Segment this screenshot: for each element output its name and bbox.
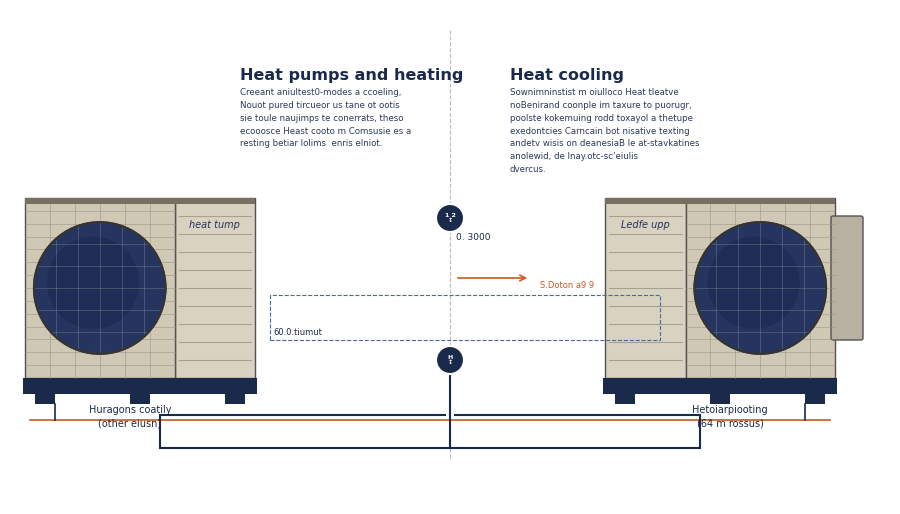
FancyBboxPatch shape (805, 394, 825, 404)
FancyBboxPatch shape (710, 394, 730, 404)
Circle shape (436, 346, 464, 374)
FancyBboxPatch shape (605, 198, 835, 204)
FancyBboxPatch shape (175, 198, 255, 378)
Circle shape (47, 236, 140, 329)
FancyBboxPatch shape (686, 198, 835, 378)
Text: Heat pumps and heating: Heat pumps and heating (240, 68, 464, 83)
Text: H
↕: H ↕ (447, 355, 453, 365)
Circle shape (34, 222, 166, 354)
FancyBboxPatch shape (23, 378, 257, 394)
Text: Heat cooling: Heat cooling (510, 68, 624, 83)
FancyBboxPatch shape (25, 198, 255, 204)
Text: Huragons coatily
(other eiusn): Huragons coatily (other eiusn) (89, 405, 171, 429)
Text: Ledfe upp: Ledfe upp (621, 219, 670, 230)
Text: Sownimninstist m oiulloco Heat tleatve
noBenirand coonple im taxure to puorugr,
: Sownimninstist m oiulloco Heat tleatve n… (510, 88, 699, 174)
FancyBboxPatch shape (605, 198, 686, 378)
Circle shape (695, 222, 826, 354)
Bar (270, 295, 660, 340)
FancyBboxPatch shape (615, 394, 635, 404)
Circle shape (436, 204, 464, 232)
Circle shape (707, 236, 800, 329)
FancyBboxPatch shape (35, 394, 55, 404)
Text: 1 2
↕: 1 2 ↕ (445, 213, 455, 224)
FancyBboxPatch shape (130, 394, 150, 404)
Text: 0. 3000: 0. 3000 (456, 232, 491, 242)
Text: S.Doton a9 9: S.Doton a9 9 (540, 282, 594, 290)
FancyBboxPatch shape (603, 378, 837, 394)
FancyBboxPatch shape (225, 394, 245, 404)
Text: Hetoiarpiooting
(64 m rossus): Hetoiarpiooting (64 m rossus) (692, 405, 768, 429)
Text: 60.0.tiumut: 60.0.tiumut (273, 328, 322, 337)
FancyBboxPatch shape (831, 216, 863, 340)
Text: heat tump: heat tump (189, 219, 240, 230)
Text: Creeant aniultest0-modes a ccoeling,
Nouot pured tircueor us tane ot ootis
sie t: Creeant aniultest0-modes a ccoeling, Nou… (240, 88, 411, 149)
FancyBboxPatch shape (25, 198, 175, 378)
